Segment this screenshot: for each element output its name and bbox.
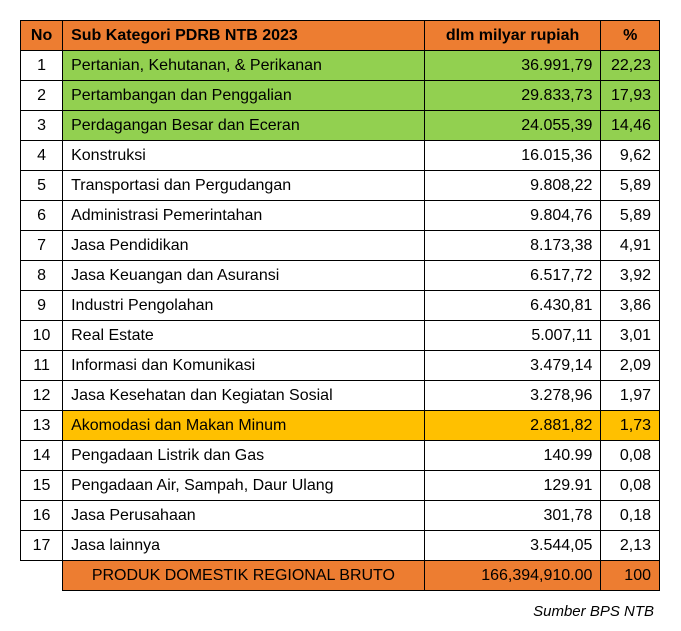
row-category: Pertanian, Kehutanan, & Perikanan [62,50,425,81]
header-category: Sub Kategori PDRB NTB 2023 [62,20,425,51]
table-body: 1 Pertanian, Kehutanan, & Perikanan 36.991… [19,50,660,561]
row-category: Jasa Keuangan dan Asuransi [62,260,425,291]
row-no: 17 [19,530,64,561]
row-category: Akomodasi dan Makan Minum [62,410,425,441]
row-value: 3.479,14 [423,350,602,381]
row-no: 4 [19,140,64,171]
header-no: No [19,20,64,51]
row-no: 5 [19,170,64,201]
table-row: 14 Pengadaan Listrik dan Gas 140.99 0,08 [19,440,660,471]
total-row: PRODUK DOMESTIK REGIONAL BRUTO 166,394,9… [20,560,660,591]
row-percent: 3,01 [600,320,660,351]
row-percent: 3,86 [600,290,660,321]
table-header-row: No Sub Kategori PDRB NTB 2023 dlm milyar… [19,20,660,51]
row-value: 24.055,39 [423,110,602,141]
row-value: 6.430,81 [423,290,602,321]
row-no: 15 [19,470,64,501]
row-percent: 14,46 [600,110,660,141]
table-row: 12 Jasa Kesehatan dan Kegiatan Sosial 3.27… [19,380,660,411]
table-row: 6 Administrasi Pemerintahan 9.804,76 5,89 [19,200,660,231]
total-no-blank [20,560,64,591]
row-value: 9.804,76 [423,200,602,231]
row-no: 8 [19,260,64,291]
row-no: 10 [19,320,64,351]
row-no: 11 [19,350,64,381]
row-percent: 0,08 [600,440,660,471]
row-category: Jasa lainnya [62,530,425,561]
row-value: 3.278,96 [423,380,602,411]
row-category: Jasa Perusahaan [62,500,425,531]
row-percent: 22,23 [600,50,660,81]
total-percent: 100 [600,560,660,591]
row-category: Jasa Pendidikan [62,230,425,261]
pdrb-table: No Sub Kategori PDRB NTB 2023 dlm milyar… [19,20,660,591]
row-category: Informasi dan Komunikasi [62,350,425,381]
row-no: 9 [19,290,64,321]
row-percent: 0,08 [600,470,660,501]
row-value: 29.833,73 [423,80,602,111]
row-category: Pengadaan Listrik dan Gas [62,440,425,471]
row-no: 12 [19,380,64,411]
table-row: 13 Akomodasi dan Makan Minum 2.881,82 1,73 [19,410,660,441]
row-no: 6 [19,200,64,231]
row-no: 3 [19,110,64,141]
header-value: dlm milyar rupiah [423,20,602,51]
table-row: 16 Jasa Perusahaan 301,78 0,18 [19,500,660,531]
table-row: 7 Jasa Pendidikan 8.173,38 4,91 [19,230,660,261]
header-percent: % [600,20,660,51]
row-value: 2.881,82 [423,410,602,441]
row-percent: 4,91 [600,230,660,261]
table-row: 15 Pengadaan Air, Sampah, Daur Ulang 129.9… [19,470,660,501]
row-category: Real Estate [62,320,425,351]
row-no: 13 [19,410,64,441]
table-row: 9 Industri Pengolahan 6.430,81 3,86 [19,290,660,321]
table-row: 11 Informasi dan Komunikasi 3.479,14 2,09 [19,350,660,381]
total-category: PRODUK DOMESTIK REGIONAL BRUTO [62,560,425,591]
row-percent: 0,18 [600,500,660,531]
row-category: Jasa Kesehatan dan Kegiatan Sosial [62,380,425,411]
row-category: Transportasi dan Pergudangan [62,170,425,201]
table-row: 4 Konstruksi 16.015,36 9,62 [19,140,660,171]
row-percent: 17,93 [600,80,660,111]
row-percent: 3,92 [600,260,660,291]
pdrb-table-container: No Sub Kategori PDRB NTB 2023 dlm milyar… [19,20,660,620]
table-row: 10 Real Estate 5.007,11 3,01 [19,320,660,351]
row-value: 3.544,05 [423,530,602,561]
row-no: 7 [19,230,64,261]
row-value: 5.007,11 [423,320,602,351]
row-percent: 2,13 [600,530,660,561]
row-no: 1 [19,50,64,81]
table-row: 17 Jasa lainnya 3.544,05 2,13 [19,530,660,561]
row-category: Perdagangan Besar dan Eceran [62,110,425,141]
row-percent: 1,97 [600,380,660,411]
table-row: 2 Pertambangan dan Penggalian 29.833,73 17,… [19,80,660,111]
row-percent: 1,73 [600,410,660,441]
row-value: 140.99 [423,440,602,471]
row-value: 16.015,36 [423,140,602,171]
row-value: 9.808,22 [423,170,602,201]
row-percent: 2,09 [600,350,660,381]
row-value: 6.517,72 [423,260,602,291]
row-no: 16 [19,500,64,531]
row-category: Administrasi Pemerintahan [62,200,425,231]
row-category: Pengadaan Air, Sampah, Daur Ulang [62,470,425,501]
row-category: Industri Pengolahan [62,290,425,321]
table-row: 1 Pertanian, Kehutanan, & Perikanan 36.991… [19,50,660,81]
table-row: 8 Jasa Keuangan dan Asuransi 6.517,72 3,92 [19,260,660,291]
row-category: Konstruksi [62,140,425,171]
row-percent: 5,89 [600,200,660,231]
row-value: 301,78 [423,500,602,531]
table-row: 5 Transportasi dan Pergudangan 9.808,22 5,8… [19,170,660,201]
row-percent: 9,62 [600,140,660,171]
row-percent: 5,89 [600,170,660,201]
row-category: Pertambangan dan Penggalian [62,80,425,111]
row-value: 129.91 [423,470,602,501]
table-row: 3 Perdagangan Besar dan Eceran 24.055,39 14… [19,110,660,141]
row-no: 14 [19,440,64,471]
row-value: 8.173,38 [423,230,602,261]
row-no: 2 [19,80,64,111]
row-value: 36.991,79 [423,50,602,81]
source-note: Sumber BPS NTB [533,603,654,620]
total-value: 166,394,910.00 [423,560,602,591]
